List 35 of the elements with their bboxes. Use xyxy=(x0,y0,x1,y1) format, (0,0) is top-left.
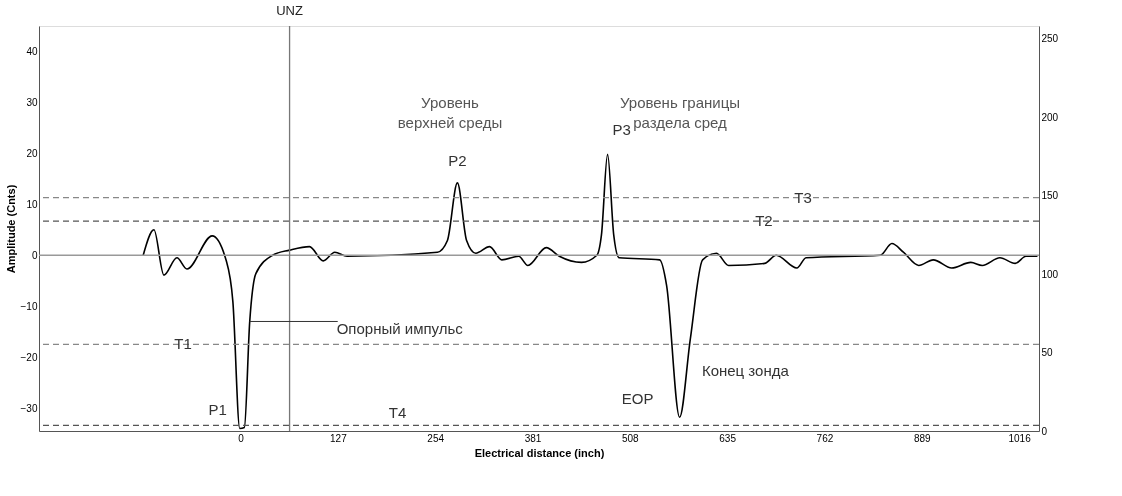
annotation: P1 xyxy=(208,401,227,419)
annotation: Уровень верхней среды xyxy=(397,93,503,131)
y2-tick-label: 200 xyxy=(1041,111,1059,123)
x-tick-label: 762 xyxy=(816,432,834,444)
y-tick-label: 30 xyxy=(26,96,38,108)
x-tick-label: 0 xyxy=(238,432,245,444)
x-tick-label: 381 xyxy=(524,432,542,444)
ref-line-label: UNZ xyxy=(276,3,303,18)
y-tick-label: 0 xyxy=(31,249,38,261)
y2-tick-label: 150 xyxy=(1041,190,1059,202)
y-tick-label: 40 xyxy=(26,45,38,57)
x-tick-label: 1016 xyxy=(1008,432,1032,444)
annotation: P2 xyxy=(448,151,467,169)
y2-tick-label: 50 xyxy=(1041,347,1054,359)
y-tick-label: −20 xyxy=(20,351,38,363)
x-axis-title: Electrical distance (inch) xyxy=(474,446,605,459)
y2-tick-label: 100 xyxy=(1041,268,1059,280)
x-tick-label: 254 xyxy=(427,432,445,444)
x-tick-label: 127 xyxy=(330,432,348,444)
annotation: T4 xyxy=(388,404,407,422)
annotation: EOP xyxy=(621,390,654,408)
x-tick-label: 508 xyxy=(621,432,640,444)
y-tick-label: −10 xyxy=(20,300,38,312)
annotation: P3 xyxy=(612,121,631,139)
line-series xyxy=(142,153,1039,430)
y-axis-title: Amplitude (Cnts) xyxy=(4,184,17,274)
y-tick-label: −30 xyxy=(20,402,38,414)
x-tick-label: 889 xyxy=(913,432,932,444)
y2-tick-label: 250 xyxy=(1041,33,1059,45)
annotation: T2 xyxy=(755,212,773,230)
x-tick-label: 635 xyxy=(719,432,737,444)
y-tick-label: 20 xyxy=(26,147,38,159)
annotation: Конец зонда xyxy=(701,361,790,379)
annotation: Опорный импульс xyxy=(336,320,464,338)
y-tick-label: 10 xyxy=(26,198,38,210)
